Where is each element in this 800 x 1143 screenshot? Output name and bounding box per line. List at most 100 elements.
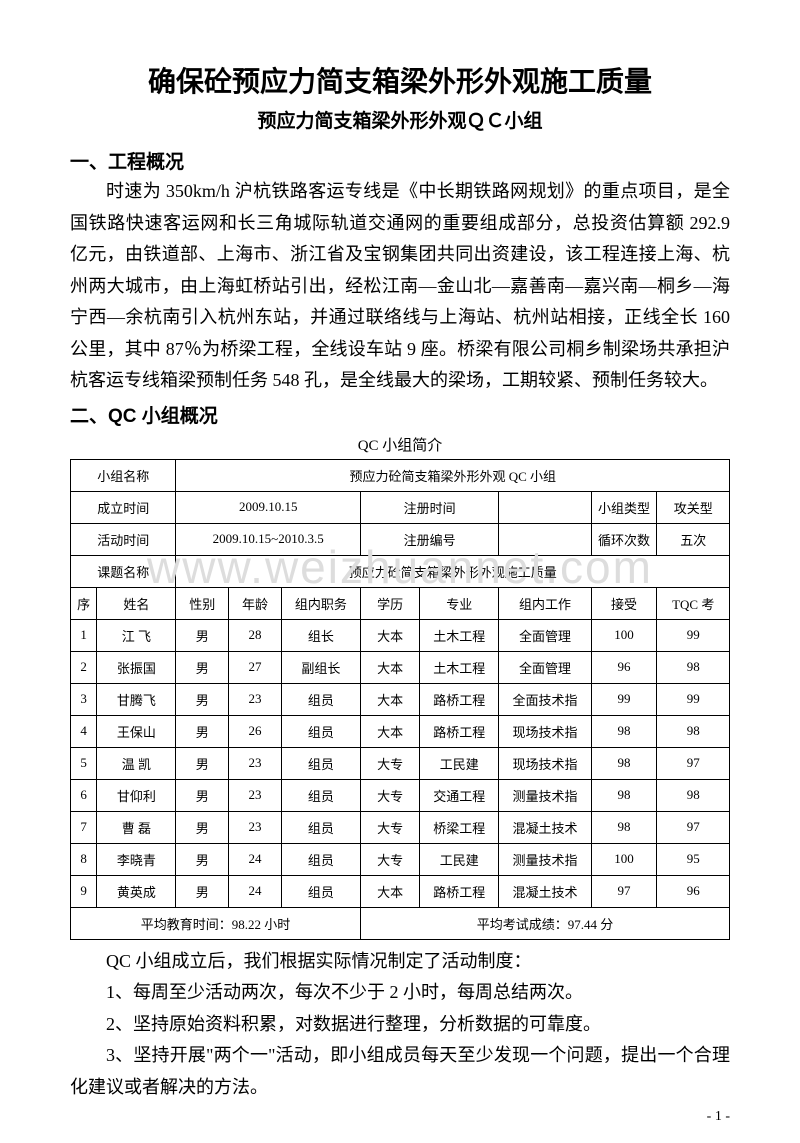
hdr-job: 组内工作 xyxy=(499,587,591,619)
sub-title: 预应力简支箱梁外形外观ＱＣ小组 xyxy=(70,106,730,133)
cell-tqc: 97 xyxy=(657,747,730,779)
cell-accept: 98 xyxy=(591,779,657,811)
cell-sex: 男 xyxy=(176,779,229,811)
page-number: - 1 - xyxy=(707,1109,730,1125)
cell-accept: 99 xyxy=(591,683,657,715)
cell-accept: 96 xyxy=(591,651,657,683)
cell-job: 测量技术指 xyxy=(499,843,591,875)
cell-age: 23 xyxy=(229,683,282,715)
cell-edu: 大专 xyxy=(360,811,419,843)
row-activity: 活动时间 2009.10.15~2010.3.5 注册编号 循环次数 五次 xyxy=(71,523,730,555)
cell-edu: 大本 xyxy=(360,651,419,683)
cell-sex: 男 xyxy=(176,683,229,715)
cell-major: 土木工程 xyxy=(420,619,499,651)
cell-edu: 大本 xyxy=(360,683,419,715)
cell-role: 组员 xyxy=(281,875,360,907)
cell-major: 路桥工程 xyxy=(420,715,499,747)
section1-heading: 一、工程概况 xyxy=(70,147,730,174)
value-grouptype: 攻关型 xyxy=(657,491,730,523)
cell-major: 路桥工程 xyxy=(420,875,499,907)
hdr-tqc: TQC 考 xyxy=(657,587,730,619)
cell-age: 23 xyxy=(229,811,282,843)
cell-seq: 1 xyxy=(71,619,97,651)
cell-tqc: 98 xyxy=(657,715,730,747)
cell-accept: 98 xyxy=(591,811,657,843)
hdr-role: 组内职务 xyxy=(281,587,360,619)
cell-name: 王保山 xyxy=(97,715,176,747)
row-groupname: 小组名称 预应力砼简支箱梁外形外观 QC 小组 xyxy=(71,459,730,491)
hdr-name: 姓名 xyxy=(97,587,176,619)
cell-name: 江 飞 xyxy=(97,619,176,651)
qc-group-table: 小组名称 预应力砼简支箱梁外形外观 QC 小组 成立时间 2009.10.15 … xyxy=(70,459,730,940)
cell-tqc: 96 xyxy=(657,875,730,907)
cell-role: 组员 xyxy=(281,747,360,779)
member-row: 8李晓青男24组员大专工民建测量技术指10095 xyxy=(71,843,730,875)
member-row: 3甘腾飞男23组员大本路桥工程全面技术指9999 xyxy=(71,683,730,715)
label-found: 成立时间 xyxy=(71,491,176,523)
member-row: 7曹 磊男23组员大专桥梁工程混凝土技术9897 xyxy=(71,811,730,843)
member-row: 1江 飞男28组长大本土木工程全面管理10099 xyxy=(71,619,730,651)
label-grouptype: 小组类型 xyxy=(591,491,657,523)
cell-major: 工民建 xyxy=(420,843,499,875)
footer-edu-time: 平均教育时间：98.22 小时 xyxy=(71,907,361,939)
cell-name: 温 凯 xyxy=(97,747,176,779)
cell-sex: 男 xyxy=(176,811,229,843)
cell-seq: 4 xyxy=(71,715,97,747)
cell-name: 曹 磊 xyxy=(97,811,176,843)
cell-accept: 97 xyxy=(591,875,657,907)
cell-age: 24 xyxy=(229,875,282,907)
cell-major: 土木工程 xyxy=(420,651,499,683)
cell-age: 23 xyxy=(229,779,282,811)
cell-sex: 男 xyxy=(176,747,229,779)
after-table-item1: 1、每周至少活动两次，每次不少于 2 小时，每周总结两次。 xyxy=(70,977,730,1009)
label-cycle: 循环次数 xyxy=(591,523,657,555)
cell-role: 副组长 xyxy=(281,651,360,683)
cell-seq: 3 xyxy=(71,683,97,715)
cell-tqc: 97 xyxy=(657,811,730,843)
cell-seq: 8 xyxy=(71,843,97,875)
cell-name: 甘仰利 xyxy=(97,779,176,811)
hdr-edu: 学历 xyxy=(360,587,419,619)
cell-tqc: 98 xyxy=(657,651,730,683)
label-topic: 课题名称 xyxy=(71,555,176,587)
cell-edu: 大专 xyxy=(360,843,419,875)
value-topic: 预应力砼简支箱梁外形外观施工质量 xyxy=(176,555,730,587)
cell-edu: 大本 xyxy=(360,619,419,651)
section1-paragraph: 时速为 350km/h 沪杭铁路客运专线是《中长期铁路网规划》的重点项目，是全国… xyxy=(70,176,730,397)
cell-accept: 100 xyxy=(591,619,657,651)
label-regtime: 注册时间 xyxy=(360,491,498,523)
cell-job: 全面管理 xyxy=(499,619,591,651)
hdr-seq: 序 xyxy=(71,587,97,619)
cell-name: 张振国 xyxy=(97,651,176,683)
row-found: 成立时间 2009.10.15 注册时间 小组类型 攻关型 xyxy=(71,491,730,523)
cell-role: 组员 xyxy=(281,843,360,875)
value-activity: 2009.10.15~2010.3.5 xyxy=(176,523,361,555)
cell-major: 路桥工程 xyxy=(420,683,499,715)
cell-accept: 100 xyxy=(591,843,657,875)
value-found: 2009.10.15 xyxy=(176,491,361,523)
label-groupname: 小组名称 xyxy=(71,459,176,491)
cell-edu: 大专 xyxy=(360,779,419,811)
cell-job: 全面技术指 xyxy=(499,683,591,715)
cell-edu: 大本 xyxy=(360,715,419,747)
section2-heading: 二、QC 小组概况 xyxy=(70,401,730,428)
cell-tqc: 98 xyxy=(657,779,730,811)
cell-role: 组长 xyxy=(281,619,360,651)
cell-sex: 男 xyxy=(176,651,229,683)
cell-name: 李晓青 xyxy=(97,843,176,875)
hdr-sex: 性别 xyxy=(176,587,229,619)
footer-exam-score: 平均考试成绩：97.44 分 xyxy=(360,907,729,939)
value-regno xyxy=(499,523,591,555)
cell-tqc: 99 xyxy=(657,683,730,715)
cell-seq: 6 xyxy=(71,779,97,811)
member-row: 6甘仰利男23组员大专交通工程测量技术指9898 xyxy=(71,779,730,811)
cell-job: 测量技术指 xyxy=(499,779,591,811)
cell-role: 组员 xyxy=(281,715,360,747)
cell-major: 工民建 xyxy=(420,747,499,779)
after-table-intro: QC 小组成立后，我们根据实际情况制定了活动制度： xyxy=(70,946,730,978)
main-title: 确保砼预应力简支箱梁外形外观施工质量 xyxy=(70,60,730,100)
hdr-major: 专业 xyxy=(420,587,499,619)
cell-age: 28 xyxy=(229,619,282,651)
cell-seq: 5 xyxy=(71,747,97,779)
value-regtime xyxy=(499,491,591,523)
